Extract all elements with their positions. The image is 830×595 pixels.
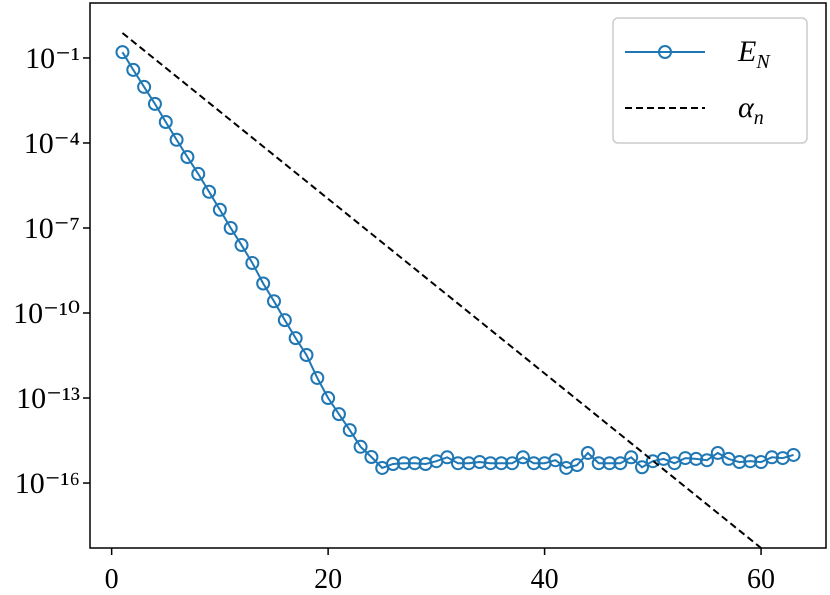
data-point bbox=[526, 456, 541, 471]
data-point bbox=[678, 451, 693, 466]
data-point bbox=[602, 456, 617, 471]
data-point bbox=[494, 456, 509, 471]
data-point bbox=[732, 455, 747, 470]
data-point bbox=[613, 456, 628, 471]
data-point bbox=[234, 238, 249, 253]
plot-frame bbox=[89, 2, 827, 549]
data-point bbox=[624, 450, 639, 465]
data-point bbox=[115, 45, 130, 60]
data-point bbox=[591, 456, 606, 471]
data-point bbox=[223, 220, 238, 235]
data-point bbox=[267, 294, 281, 309]
data-point bbox=[158, 114, 173, 129]
data-point bbox=[472, 455, 487, 470]
legend-label: αn bbox=[738, 91, 764, 129]
y-tick-label: 10⁻¹⁰ bbox=[13, 297, 80, 330]
y-tick-label: 10⁻¹ bbox=[25, 42, 80, 75]
data-point bbox=[169, 132, 184, 147]
data-point bbox=[635, 460, 649, 475]
data-point bbox=[407, 456, 422, 471]
data-point bbox=[288, 331, 303, 346]
data-point bbox=[743, 454, 758, 469]
data-point bbox=[570, 458, 585, 473]
legend-label: EN bbox=[737, 35, 771, 73]
data-point bbox=[440, 450, 455, 465]
y-tick-label: 10⁻⁴ bbox=[24, 127, 80, 160]
data-point bbox=[505, 456, 520, 471]
data-point bbox=[515, 450, 530, 465]
data-point bbox=[310, 370, 325, 385]
data-point bbox=[342, 423, 357, 438]
series-line bbox=[121, 32, 762, 549]
y-tick-label: 10⁻¹⁶ bbox=[15, 467, 80, 500]
data-point bbox=[256, 276, 271, 291]
legend-marker bbox=[658, 45, 672, 59]
data-point bbox=[699, 453, 714, 468]
data-point bbox=[147, 96, 162, 111]
data-point bbox=[483, 456, 498, 471]
data-point bbox=[353, 439, 368, 454]
data-point bbox=[331, 407, 346, 422]
data-point bbox=[277, 313, 292, 328]
data-point bbox=[580, 445, 595, 460]
data-point bbox=[461, 456, 476, 471]
data-point bbox=[137, 79, 152, 94]
data-point bbox=[710, 445, 725, 460]
y-tick-label: 10⁻¹³ bbox=[16, 382, 80, 415]
data-point bbox=[180, 150, 195, 165]
data-point bbox=[299, 347, 314, 362]
data-point bbox=[396, 456, 411, 471]
data-point bbox=[667, 456, 682, 471]
data-point bbox=[321, 391, 336, 406]
data-point bbox=[786, 447, 801, 462]
data-point bbox=[548, 453, 563, 468]
data-point bbox=[451, 456, 465, 471]
data-point bbox=[364, 449, 379, 464]
x-tick-label: 0 bbox=[105, 564, 119, 595]
data-point bbox=[386, 456, 401, 471]
x-tick-label: 20 bbox=[314, 564, 342, 595]
legend-box bbox=[612, 17, 808, 144]
x-tick-label: 40 bbox=[531, 564, 559, 595]
data-point bbox=[245, 256, 260, 271]
data-point bbox=[126, 62, 141, 77]
x-tick-label: 60 bbox=[747, 564, 775, 595]
data-point bbox=[212, 202, 227, 217]
y-tick-label: 10⁻⁷ bbox=[24, 212, 80, 245]
data-point bbox=[202, 184, 217, 199]
data-point bbox=[689, 451, 704, 466]
data-point bbox=[764, 450, 779, 465]
data-point bbox=[191, 166, 206, 181]
